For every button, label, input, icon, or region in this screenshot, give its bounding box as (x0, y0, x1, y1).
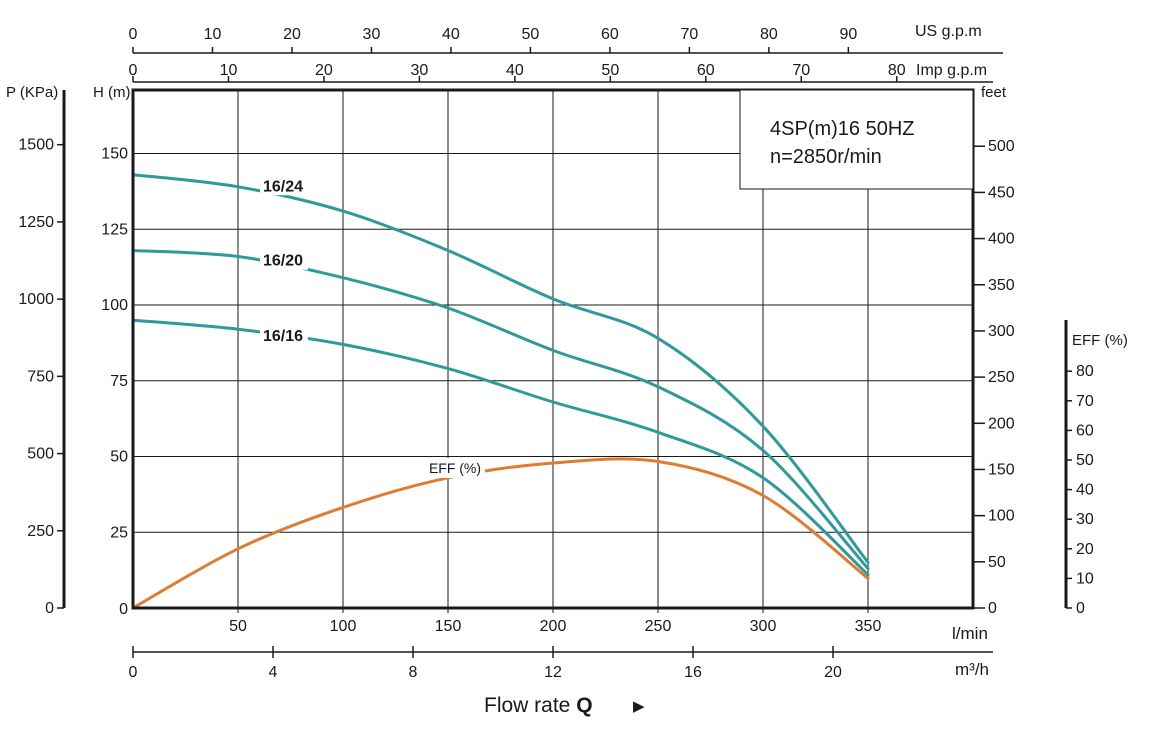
curve-label-background (260, 325, 308, 346)
us-gpm-tick-label: 40 (442, 26, 460, 43)
feet-tick-label: 300 (988, 323, 1015, 340)
imp-gpm-tick-label: 50 (601, 62, 619, 79)
plot-frame (131, 88, 975, 610)
feet-tick-label: 200 (988, 415, 1015, 432)
imp-gpm-tick-label: 0 (129, 62, 138, 79)
feet-tick-label: 150 (988, 461, 1015, 478)
feet-tick-label: 0 (988, 600, 997, 617)
eff-tick-label: 70 (1076, 393, 1094, 410)
eff-tick-label: 80 (1076, 363, 1094, 380)
curve-label-16-20: 16/20 (263, 253, 303, 270)
efficiency-curve-label: EFF (%) (429, 460, 481, 476)
head-tick-label: 150 (101, 146, 128, 163)
head-tick-label: 125 (101, 221, 128, 238)
head-tick-label: 25 (110, 524, 128, 541)
us-gpm-tick-label: 20 (283, 26, 301, 43)
curves: 16/24 16/20 16/16 EFF (%) (131, 173, 870, 610)
efficiency-label-background (425, 458, 485, 478)
us-gpm-tick-label: 50 (522, 26, 540, 43)
us-gpm-tick-label: 80 (760, 26, 778, 43)
us-gpm-unit-label: US g.p.m (915, 23, 982, 40)
feet-tick-label: 50 (988, 554, 1006, 571)
head-curve-16-20 (131, 249, 870, 571)
imp-gpm-tick-label: 40 (506, 62, 524, 79)
m3h-tick-label: 0 (129, 664, 138, 681)
head-tick-label: 0 (119, 601, 128, 618)
flow-rate-symbol: Q (576, 694, 592, 717)
pressure-tick-label: 1250 (18, 214, 54, 231)
feet-tick-label: 350 (988, 277, 1015, 294)
feet-tick-label: 250 (988, 369, 1015, 386)
imp-gpm-tick-label: 20 (315, 62, 333, 79)
lmin-tick-label: 150 (435, 618, 462, 635)
pressure-tick-label: 1000 (18, 291, 54, 308)
m3h-tick-label: 8 (409, 664, 418, 681)
imp-gpm-tick-label: 60 (697, 62, 715, 79)
curve-label-16-16: 16/16 (263, 328, 303, 345)
efficiency-curve (131, 457, 870, 610)
feet-tick-label: 400 (988, 231, 1015, 248)
pressure-tick-label: 750 (27, 368, 54, 385)
lmin-tick-label: 100 (330, 618, 357, 635)
lmin-tick-label: 50 (229, 618, 247, 635)
title-box: 4SP(m)16 50HZ n=2850r/min (739, 89, 974, 190)
lmin-tick-label: 350 (855, 618, 882, 635)
model-title: 4SP(m)16 50HZ (770, 118, 915, 140)
imp-gpm-tick-label: 30 (410, 62, 428, 79)
eff-tick-label: 20 (1076, 541, 1094, 558)
m3h-tick-label: 16 (684, 664, 702, 681)
m3h-unit-label: m³/h (955, 660, 989, 679)
us-gpm-tick-label: 30 (363, 26, 381, 43)
pressure-tick-label: 250 (27, 523, 54, 540)
curve-label-background (260, 175, 308, 196)
speed-title: n=2850r/min (770, 146, 882, 168)
feet-tick-label: 450 (988, 184, 1015, 201)
us-gpm-tick-label: 90 (839, 26, 857, 43)
us-gpm-tick-label: 60 (601, 26, 619, 43)
eff-tick-label: 40 (1076, 482, 1094, 499)
curve-label-16-24: 16/24 (263, 178, 303, 195)
us-gpm-tick-label: 10 (204, 26, 222, 43)
feet-tick-label: 100 (988, 508, 1015, 525)
eff-tick-label: 50 (1076, 452, 1094, 469)
flow-rate-caption: Flow rate Q (484, 694, 593, 717)
us-gpm-tick-label: 70 (680, 26, 698, 43)
m3h-tick-label: 12 (544, 664, 562, 681)
imp-gpm-tick-label: 70 (792, 62, 810, 79)
eff-tick-label: 0 (1076, 600, 1085, 617)
lmin-tick-label: 250 (645, 618, 672, 635)
eff-tick-label: 30 (1076, 511, 1094, 528)
head-curve-16-16 (131, 318, 870, 577)
flow-direction-arrow-icon: ▶ (633, 698, 645, 715)
feet-tick-label: 500 (988, 138, 1015, 155)
us-gpm-tick-label: 0 (129, 26, 138, 43)
imp-gpm-tick-label: 10 (220, 62, 238, 79)
eff-tick-label: 60 (1076, 422, 1094, 439)
head-curve-16-24 (131, 173, 870, 564)
lmin-tick-label: 200 (540, 618, 567, 635)
imp-gpm-unit-label: Imp g.p.m (916, 62, 987, 79)
imp-gpm-tick-label: 80 (888, 62, 906, 79)
pressure-tick-label: 500 (27, 446, 54, 463)
title-box-frame (739, 89, 974, 190)
head-tick-label: 75 (110, 373, 128, 390)
lmin-tick-label: 300 (750, 618, 777, 635)
m3h-tick-label: 4 (269, 664, 278, 681)
flow-rate-label: Flow rate (484, 694, 570, 717)
eff-tick-label: 10 (1076, 570, 1094, 587)
lmin-unit-label: l/min (952, 624, 988, 643)
head-tick-label: 50 (110, 449, 128, 466)
head-tick-label: 100 (101, 297, 128, 314)
curve-label-background (260, 249, 308, 270)
m3h-tick-label: 20 (824, 664, 842, 681)
pressure-unit-label: P (KPa) (6, 84, 58, 101)
eff-unit-label: EFF (%) (1072, 332, 1128, 349)
pressure-tick-label: 0 (45, 600, 54, 617)
pressure-tick-label: 1500 (18, 137, 54, 154)
feet-unit-label: feet (981, 84, 1007, 101)
head-unit-label: H (m) (93, 84, 131, 101)
